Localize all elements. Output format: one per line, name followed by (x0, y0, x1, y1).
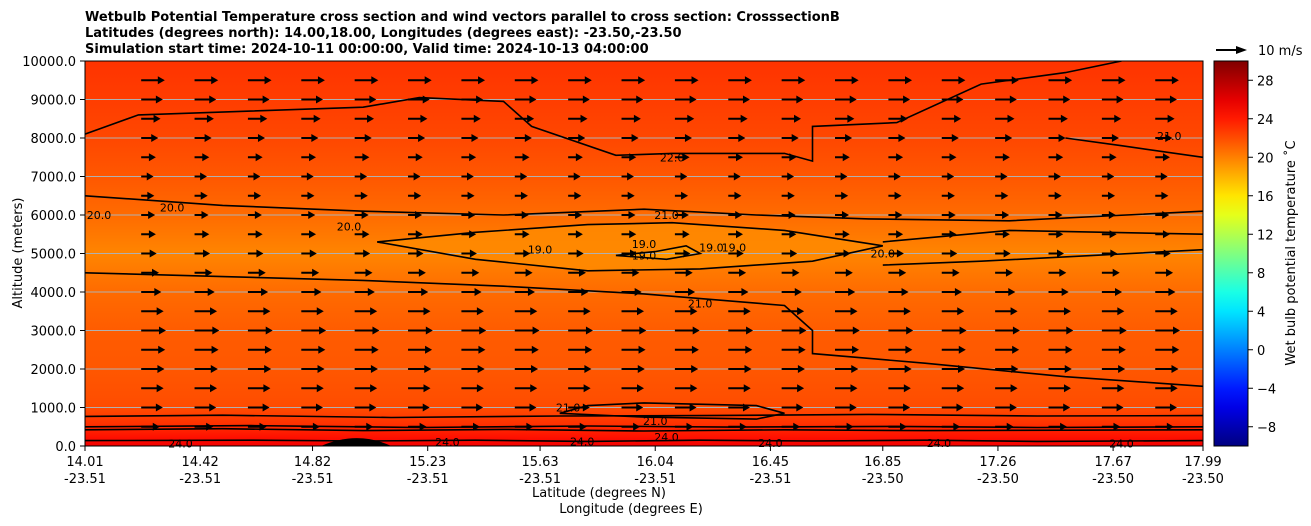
contour-label: 20.0 (87, 209, 112, 222)
contour-label: 24.0 (927, 437, 952, 450)
x-tick-label-lon: -23.50 (1182, 472, 1224, 487)
x-tick-label-lat: 17.99 (1184, 455, 1221, 470)
colorbar-label: Wet bulb potential temperature ˚C (1283, 140, 1299, 365)
x-tick-label-lon: -23.50 (862, 472, 904, 487)
x-axis-label-2: Longitude (degrees E) (559, 502, 703, 517)
colorbar-tick-label: 12 (1257, 228, 1274, 243)
y-tick-label: 3000.0 (31, 325, 77, 340)
colorbar-tick-label: 8 (1257, 267, 1265, 282)
x-tick-label-lat: 17.67 (1095, 455, 1132, 470)
y-tick-label: 1000.0 (31, 402, 77, 417)
y-tick-label: 4000.0 (31, 286, 77, 301)
title-line-1: Wetbulb Potential Temperature cross sect… (85, 10, 840, 25)
x-tick-label-lon: -23.51 (749, 472, 791, 487)
contour-label: 19.0 (632, 249, 657, 262)
y-axis-label: Altitude (meters) (11, 198, 26, 309)
x-tick-label-lat: 14.01 (66, 455, 103, 470)
colorbar: −8 −4 0 4 8 12 16 20 24 28 Wet bulb potential tem… (1214, 61, 1299, 446)
x-tick-label-lat: 14.82 (294, 455, 331, 470)
x-tick-label-lon: -23.51 (407, 472, 449, 487)
y-axis: 0.0 1000.0 2000.0 3000.0 4000.0 5000.0 6000.0 7… (22, 55, 85, 455)
quiver-key: 10 m/s (1216, 44, 1303, 59)
colorbar-tick-label: 0 (1257, 344, 1265, 359)
y-tick-label: 0.0 (55, 440, 76, 455)
x-tick-label-lon: -23.51 (519, 472, 561, 487)
y-tick-label: 2000.0 (31, 363, 77, 378)
x-tick-label-lat: 15.23 (409, 455, 446, 470)
y-tick-label: 7000.0 (31, 171, 77, 186)
x-axis-label: Latitude (degrees N) (532, 486, 666, 501)
title-line-2: Latitudes (degrees north): 14.00,18.00, … (85, 26, 682, 41)
contour-label: 24.0 (654, 431, 679, 444)
colorbar-tick-label: 24 (1257, 113, 1274, 128)
x-tick-label-lat: 16.45 (752, 455, 789, 470)
x-tick-label-lon: -23.50 (1092, 472, 1134, 487)
x-tick-label-lon: -23.51 (179, 472, 221, 487)
x-tick-label-lat: 16.04 (637, 455, 674, 470)
title-line-3: Simulation start time: 2024-10-11 00:00:… (85, 42, 649, 57)
x-tick-label-lat: 15.63 (521, 455, 558, 470)
title: Wetbulb Potential Temperature cross sect… (85, 10, 840, 57)
contour-label: 19.0 (528, 244, 553, 257)
chart: Wetbulb Potential Temperature cross sect… (0, 0, 1311, 526)
colorbar-tick-label: 16 (1257, 190, 1274, 205)
plot-area: 24.0 24.0 24.0 24.0 24.0 24.0 24.021.021.021.0… (85, 61, 1203, 451)
x-tick-label-lat: 17.26 (979, 455, 1016, 470)
colorbar-tick-label: −4 (1257, 382, 1276, 397)
y-tick-label: 10000.0 (22, 55, 76, 70)
y-tick-label: 5000.0 (31, 248, 77, 263)
colorbar-tick-label: 4 (1257, 305, 1265, 320)
contour-label: 20.0 (337, 221, 362, 234)
y-tick-label: 6000.0 (31, 209, 77, 224)
colorbar-ticks: −8 −4 0 4 8 12 16 20 24 28 (1248, 74, 1276, 436)
colorbar-tick-label: 20 (1257, 151, 1274, 166)
contour-label: 21.0 (643, 415, 668, 428)
x-tick-label-lon: -23.51 (64, 472, 106, 487)
y-tick-label: 8000.0 (31, 132, 77, 147)
contour-label: 20.0 (160, 201, 185, 214)
x-tick-label-lon: -23.50 (977, 472, 1019, 487)
x-tick-label-lon: -23.51 (292, 472, 334, 487)
quiver-key-arrow-head (1236, 46, 1247, 54)
x-axis: 14.01 -23.51 14.42 -23.51 14.82 -23.51 15.23 -2… (64, 446, 1224, 487)
quiver-key-label: 10 m/s (1258, 44, 1303, 59)
contour-label: 24.0 (435, 436, 460, 449)
colorbar-tick-label: −8 (1257, 421, 1276, 436)
y-tick-label: 9000.0 (31, 94, 77, 109)
x-tick-label-lon: -23.51 (634, 472, 676, 487)
colorbar-bar (1214, 61, 1248, 446)
x-tick-label-lat: 16.85 (864, 455, 901, 470)
colorbar-tick-label: 28 (1257, 74, 1274, 89)
contour-label: 24.0 (168, 438, 193, 451)
contour-label: 19.0 (699, 242, 724, 255)
x-tick-label-lat: 14.42 (182, 455, 219, 470)
